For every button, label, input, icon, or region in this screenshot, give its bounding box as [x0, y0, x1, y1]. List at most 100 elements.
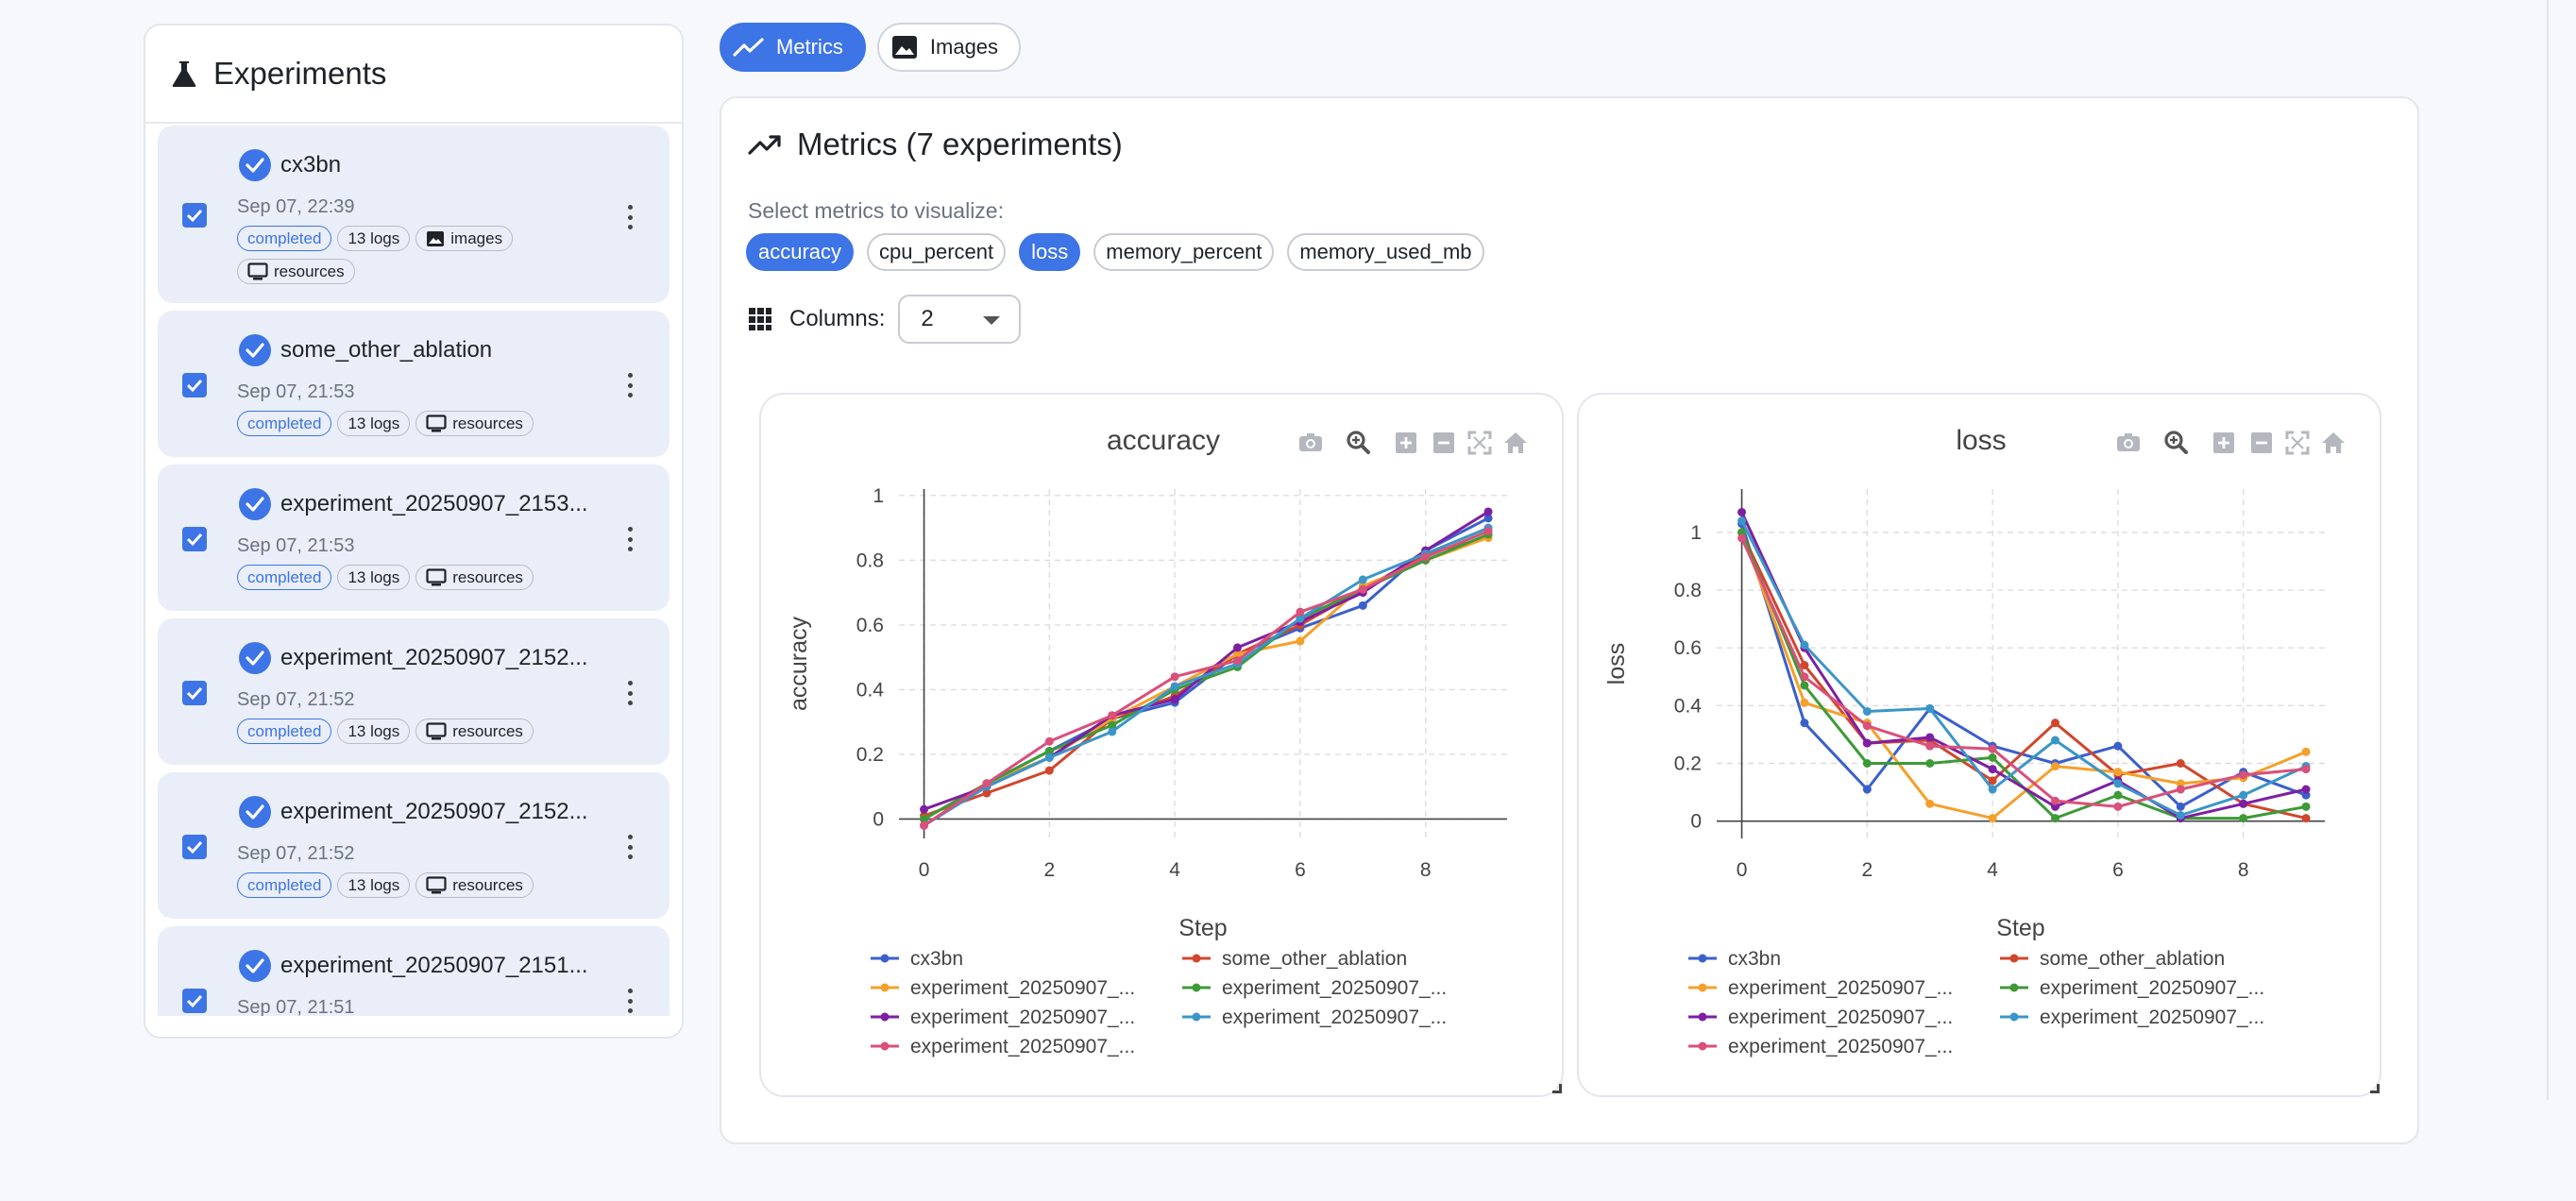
- more-vert-icon[interactable]: [626, 373, 634, 398]
- data-point[interactable]: [2239, 770, 2248, 780]
- legend-item[interactable]: cx3bn: [1688, 948, 1781, 970]
- data-point[interactable]: [2051, 814, 2060, 823]
- data-point[interactable]: [1988, 776, 1997, 786]
- data-point[interactable]: [1233, 643, 1243, 652]
- data-point[interactable]: [2301, 802, 2311, 811]
- data-point[interactable]: [1358, 575, 1367, 584]
- data-point[interactable]: [1925, 741, 1935, 751]
- legend-item[interactable]: cx3bn: [871, 948, 963, 970]
- data-point[interactable]: [1988, 744, 1997, 753]
- data-point[interactable]: [1483, 507, 1493, 516]
- experiment-card[interactable]: some_other_ablation Sep 07, 21:53 complete…: [158, 311, 669, 457]
- resize-handle[interactable]: [1552, 1084, 1562, 1093]
- zoom-icon[interactable]: [1347, 431, 1370, 454]
- legend-item[interactable]: experiment_20250907_...: [871, 1006, 1135, 1028]
- data-point[interactable]: [1800, 672, 1809, 682]
- data-point[interactable]: [1862, 758, 1872, 768]
- data-point[interactable]: [2176, 811, 2185, 820]
- more-vert-icon[interactable]: [626, 989, 634, 1013]
- tab-images[interactable]: Images: [876, 23, 1022, 72]
- experiment-card[interactable]: experiment_20250907_2152... Sep 07, 21:52…: [158, 772, 669, 919]
- data-point[interactable]: [1988, 814, 1997, 823]
- data-point[interactable]: [1800, 661, 1809, 670]
- data-point[interactable]: [1800, 681, 1809, 690]
- data-point[interactable]: [2113, 802, 2123, 811]
- data-point[interactable]: [1988, 765, 1997, 774]
- data-point[interactable]: [1862, 721, 1872, 731]
- data-point[interactable]: [1044, 747, 1054, 755]
- data-point[interactable]: [1737, 533, 1747, 543]
- data-point[interactable]: [1358, 600, 1367, 610]
- data-point[interactable]: [1108, 727, 1117, 736]
- experiment-card[interactable]: experiment_20250907_2153... Sep 07, 21:53…: [158, 465, 669, 611]
- camera-icon[interactable]: [1299, 433, 1322, 451]
- checkbox-checked-icon[interactable]: [182, 681, 207, 705]
- legend-item[interactable]: some_other_ablation: [1182, 948, 1407, 970]
- data-point[interactable]: [1737, 507, 1747, 516]
- data-point[interactable]: [1296, 614, 1305, 623]
- more-vert-icon[interactable]: [626, 527, 634, 551]
- data-point[interactable]: [2239, 814, 2248, 823]
- data-point[interactable]: [1233, 650, 1243, 659]
- data-point[interactable]: [1170, 695, 1179, 704]
- experiment-card[interactable]: experiment_20250907_2152... Sep 07, 21:52…: [158, 618, 669, 765]
- data-point[interactable]: [1800, 719, 1809, 728]
- data-point[interactable]: [2113, 768, 2123, 777]
- experiment-card[interactable]: cx3bn Sep 07, 22:39 completed 13 logs images…: [158, 126, 669, 303]
- data-point[interactable]: [920, 814, 929, 823]
- data-point[interactable]: [2051, 762, 2060, 771]
- experiment-name[interactable]: experiment_20250907_2152...: [280, 799, 588, 824]
- data-point[interactable]: [2176, 785, 2185, 794]
- data-point[interactable]: [1421, 552, 1431, 562]
- metric-chip-memory_used_mb[interactable]: memory_used_mb: [1287, 233, 1484, 271]
- data-point[interactable]: [2051, 719, 2060, 728]
- data-point[interactable]: [2113, 741, 2123, 751]
- experiment-name[interactable]: experiment_20250907_2153...: [280, 491, 588, 516]
- experiment-card[interactable]: experiment_20250907_2151... Sep 07, 21:51…: [158, 926, 669, 1016]
- legend-item[interactable]: experiment_20250907_...: [871, 1036, 1135, 1057]
- data-point[interactable]: [1800, 698, 1809, 707]
- data-point[interactable]: [1108, 720, 1117, 730]
- data-point[interactable]: [1925, 733, 1935, 742]
- legend-item[interactable]: experiment_20250907_...: [1688, 1006, 1953, 1028]
- autoscale-icon[interactable]: [2285, 431, 2310, 455]
- checkbox-checked-icon[interactable]: [182, 373, 207, 398]
- more-vert-icon[interactable]: [626, 835, 634, 859]
- data-point[interactable]: [1358, 584, 1367, 594]
- data-point[interactable]: [1483, 527, 1493, 536]
- data-point[interactable]: [920, 820, 929, 830]
- data-point[interactable]: [1925, 799, 1935, 808]
- data-point[interactable]: [1044, 736, 1054, 746]
- checkbox-checked-icon[interactable]: [182, 203, 207, 228]
- page-scrollbar[interactable]: [2547, 0, 2549, 1100]
- autoscale-icon[interactable]: [1467, 431, 1492, 455]
- data-point[interactable]: [1170, 682, 1179, 691]
- metric-chip-loss[interactable]: loss: [1019, 233, 1081, 271]
- legend-item[interactable]: experiment_20250907_...: [2000, 1006, 2264, 1028]
- data-point[interactable]: [1737, 516, 1747, 526]
- legend-item[interactable]: experiment_20250907_...: [1688, 1036, 1953, 1057]
- data-point[interactable]: [1862, 706, 1872, 716]
- data-point[interactable]: [1925, 703, 1935, 713]
- data-point[interactable]: [1296, 636, 1305, 646]
- data-point[interactable]: [1296, 607, 1305, 617]
- data-point[interactable]: [1044, 753, 1054, 762]
- home-icon[interactable]: [2322, 432, 2345, 453]
- zoom-in-icon[interactable]: [1396, 432, 1416, 453]
- zoom-icon[interactable]: [2164, 431, 2188, 454]
- data-point[interactable]: [1170, 672, 1179, 682]
- checkbox-checked-icon[interactable]: [182, 989, 207, 1013]
- legend-item[interactable]: experiment_20250907_...: [1182, 1006, 1447, 1028]
- data-point[interactable]: [1862, 785, 1872, 794]
- data-point[interactable]: [2176, 758, 2185, 768]
- checkbox-checked-icon[interactable]: [182, 527, 207, 551]
- experiment-name[interactable]: experiment_20250907_2152...: [280, 645, 588, 670]
- data-point[interactable]: [982, 779, 991, 788]
- data-point[interactable]: [982, 788, 991, 798]
- data-point[interactable]: [2051, 796, 2060, 805]
- data-point[interactable]: [2301, 765, 2311, 774]
- experiment-name[interactable]: cx3bn: [280, 152, 342, 178]
- zoom-in-icon[interactable]: [2213, 432, 2234, 453]
- data-point[interactable]: [2301, 747, 2311, 756]
- tab-metrics[interactable]: Metrics: [720, 23, 866, 72]
